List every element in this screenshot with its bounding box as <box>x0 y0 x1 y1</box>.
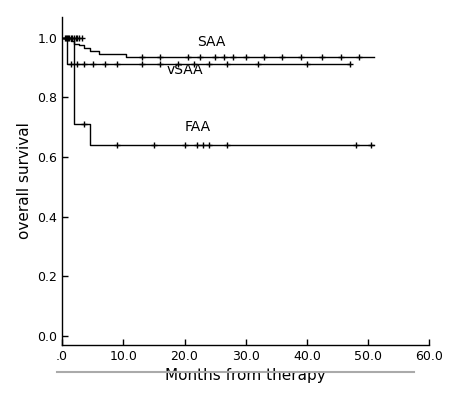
Text: SAA: SAA <box>196 35 224 49</box>
Text: vSAA: vSAA <box>166 63 202 77</box>
Y-axis label: overall survival: overall survival <box>17 122 32 239</box>
X-axis label: Months from therapy: Months from therapy <box>165 368 325 383</box>
Text: FAA: FAA <box>184 120 210 134</box>
